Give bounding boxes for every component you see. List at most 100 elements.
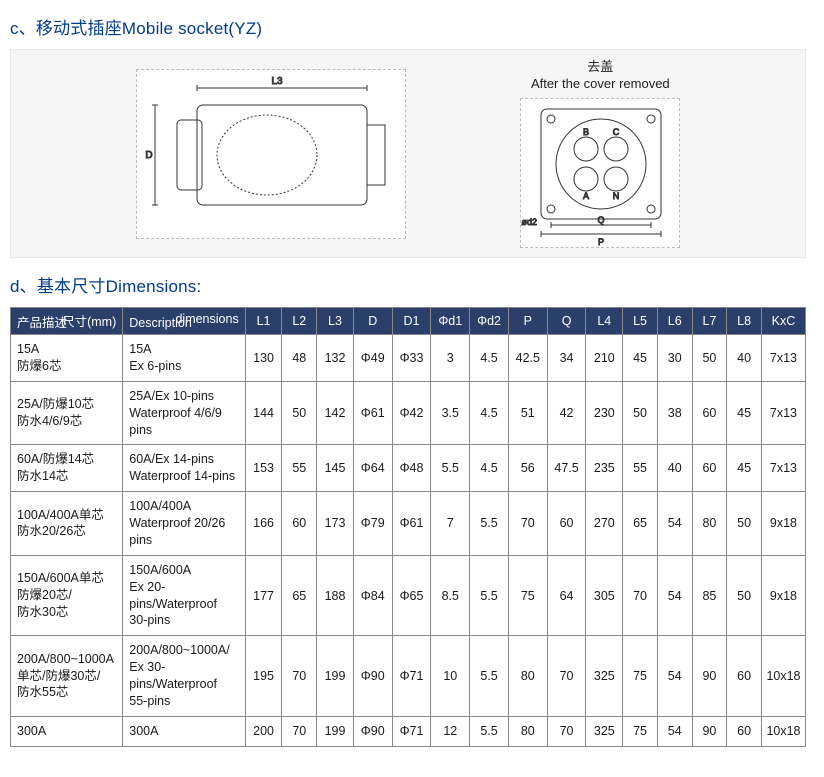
svg-text:A: A: [583, 191, 589, 201]
header-col: P: [508, 308, 547, 335]
cell-value: Φ33: [392, 335, 431, 382]
cell-value: 12: [431, 716, 470, 746]
cell-value: 305: [586, 555, 623, 636]
table-row: 300A300A20070199Φ90Φ71125.58070325755490…: [11, 716, 806, 746]
socket-front-svg: B C A N P Q ød2: [521, 99, 681, 249]
cell-value: 177: [245, 555, 282, 636]
cell-value: 199: [317, 636, 354, 717]
cell-description: 150A/600AEx 20-pins/Waterproof30-pins: [123, 555, 245, 636]
cell-value: 42: [547, 381, 586, 445]
cell-value: Φ64: [353, 445, 392, 492]
socket-side-drawing: L3 D: [136, 69, 406, 239]
cell-value: 64: [547, 555, 586, 636]
cell-value: 75: [623, 636, 658, 717]
cell-value: 75: [623, 716, 658, 746]
cell-value: 4.5: [470, 381, 509, 445]
cell-value: 50: [623, 381, 658, 445]
cover-caption-cn: 去盖: [587, 59, 613, 74]
cell-value: 50: [692, 335, 727, 382]
cell-product: 15A防爆6芯: [11, 335, 123, 382]
table-head: 产品描述 尺寸(mm) dimensions Description L1L2L…: [11, 308, 806, 335]
socket-front-drawing: B C A N P Q ød2: [520, 98, 680, 248]
header-col: Q: [547, 308, 586, 335]
cell-value: Φ65: [392, 555, 431, 636]
cell-value: 75: [508, 555, 547, 636]
cell-value: 60: [727, 716, 762, 746]
header-col: L7: [692, 308, 727, 335]
header-col: L5: [623, 308, 658, 335]
cell-value: 50: [282, 381, 317, 445]
cell-value: 70: [547, 716, 586, 746]
header-col: L8: [727, 308, 762, 335]
cell-value: 34: [547, 335, 586, 382]
cell-value: 235: [586, 445, 623, 492]
cell-product: 100A/400A单芯防水20/26芯: [11, 492, 123, 556]
cell-value: 270: [586, 492, 623, 556]
cell-value: 54: [657, 492, 692, 556]
cell-value: 210: [586, 335, 623, 382]
cell-value: 65: [282, 555, 317, 636]
cell-value: 60: [727, 636, 762, 717]
cell-value: 70: [282, 636, 317, 717]
cell-description: 100A/400AWaterproof 20/26 pins: [123, 492, 245, 556]
cell-product: 200A/800~1000A单芯/防爆30芯/防水55芯: [11, 636, 123, 717]
header-col: L2: [282, 308, 317, 335]
cell-value: 7: [431, 492, 470, 556]
cell-value: 166: [245, 492, 282, 556]
cell-value: 7x13: [761, 445, 805, 492]
diagram-left-group: L3 D: [136, 69, 406, 239]
cell-value: 5.5: [470, 636, 509, 717]
cell-product: 25A/防爆10芯防水4/6/9芯: [11, 381, 123, 445]
svg-text:C: C: [613, 127, 620, 137]
cell-value: 173: [317, 492, 354, 556]
header-col: L4: [586, 308, 623, 335]
cell-value: 5.5: [431, 445, 470, 492]
header-col: Φd1: [431, 308, 470, 335]
dimensions-table: 产品描述 尺寸(mm) dimensions Description L1L2L…: [10, 307, 806, 747]
cell-value: Φ61: [353, 381, 392, 445]
cell-value: 45: [623, 335, 658, 382]
table-row: 60A/防爆14芯防水14芯60A/Ex 14-pinsWaterproof 1…: [11, 445, 806, 492]
cell-value: 145: [317, 445, 354, 492]
cell-value: 45: [727, 445, 762, 492]
diagram-panel: L3 D 去盖 After the cover removed: [10, 49, 806, 258]
cell-value: 199: [317, 716, 354, 746]
cell-value: 40: [727, 335, 762, 382]
cell-value: 153: [245, 445, 282, 492]
cell-product: 150A/600A单芯防爆20芯/防水30芯: [11, 555, 123, 636]
cell-value: Φ90: [353, 636, 392, 717]
cell-value: 90: [692, 636, 727, 717]
cell-value: 80: [508, 636, 547, 717]
cell-value: 55: [623, 445, 658, 492]
table-row: 15A防爆6芯15AEx 6-pins13048132Φ49Φ3334.542.…: [11, 335, 806, 382]
cell-value: 5.5: [470, 492, 509, 556]
cell-description: 60A/Ex 14-pinsWaterproof 14-pins: [123, 445, 245, 492]
header-col: L6: [657, 308, 692, 335]
header-col: KxC: [761, 308, 805, 335]
cell-value: 65: [623, 492, 658, 556]
cell-value: 50: [727, 555, 762, 636]
cell-value: Φ42: [392, 381, 431, 445]
header-col: L1: [245, 308, 282, 335]
cell-value: 42.5: [508, 335, 547, 382]
header-corner-left: 尺寸(mm): [62, 311, 116, 330]
header-corner-bottom: Description: [129, 316, 192, 330]
cell-value: 50: [727, 492, 762, 556]
cell-value: 142: [317, 381, 354, 445]
cell-value: 55: [282, 445, 317, 492]
table-row: 25A/防爆10芯防水4/6/9芯25A/Ex 10-pinsWaterproo…: [11, 381, 806, 445]
cell-value: 9x18: [761, 492, 805, 556]
cell-value: 10: [431, 636, 470, 717]
cell-value: 230: [586, 381, 623, 445]
section-c-title: c、移动式插座Mobile socket(YZ): [10, 14, 814, 39]
dim-d-label: D: [145, 150, 152, 161]
cell-value: 195: [245, 636, 282, 717]
section-d-title: d、基本尺寸Dimensions:: [10, 272, 814, 297]
cell-value: 9x18: [761, 555, 805, 636]
cell-value: 132: [317, 335, 354, 382]
cell-value: 4.5: [470, 445, 509, 492]
cell-value: 5.5: [470, 716, 509, 746]
cell-value: 60: [282, 492, 317, 556]
table-row: 150A/600A单芯防爆20芯/防水30芯150A/600AEx 20-pin…: [11, 555, 806, 636]
cell-value: Φ90: [353, 716, 392, 746]
